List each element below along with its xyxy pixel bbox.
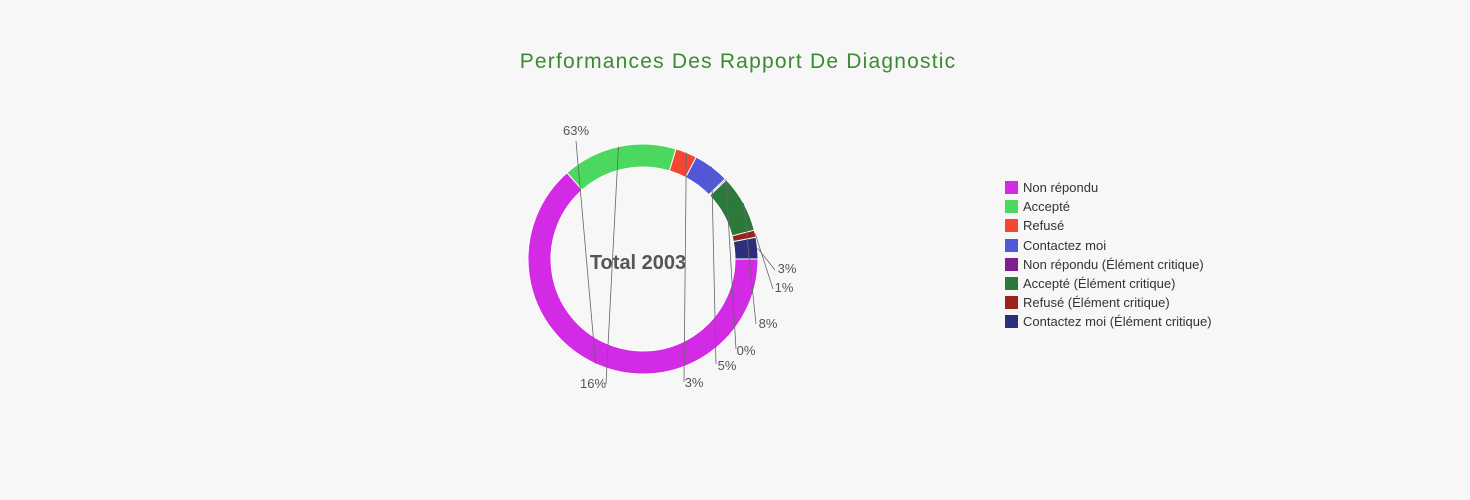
slice-0[interactable] <box>527 171 759 375</box>
legend-item-3[interactable]: Contactez moi <box>1005 236 1212 255</box>
leader-line-5 <box>743 203 757 325</box>
legend-label-2: Refusé <box>1023 218 1065 234</box>
center-total-label: Total 2003 <box>590 252 686 274</box>
slice-label-4: 0% <box>737 343 756 358</box>
legend-item-5[interactable]: Accepté (Élément critique) <box>1005 274 1212 293</box>
legend-label-3: Contactez moi <box>1023 237 1107 253</box>
chart-title: Performances Des Rapport De Diagnostic <box>519 50 957 73</box>
legend-label-1: Accepté <box>1023 199 1070 215</box>
legend-swatch-5 <box>1005 277 1018 291</box>
slice-label-5: 8% <box>759 316 778 331</box>
legend-label-4: Non répondu (Élément critique) <box>1023 256 1204 272</box>
slice-7[interactable] <box>732 236 759 260</box>
leader-line-3 <box>711 166 717 365</box>
legend-label-0: Non répondu <box>1023 180 1099 196</box>
legend-item-0[interactable]: Non répondu <box>1005 178 1212 197</box>
slice-label-2: 3% <box>685 375 704 390</box>
slice-label-3: 5% <box>718 358 737 373</box>
leader-line-0 <box>575 140 597 364</box>
legend-item-1[interactable]: Accepté <box>1005 197 1212 216</box>
legend-swatch-0 <box>1005 181 1018 195</box>
slice-label-6: 1% <box>775 280 794 295</box>
legend-swatch-1 <box>1005 200 1018 214</box>
leader-line-7 <box>757 247 776 271</box>
leader-line-4 <box>725 179 737 350</box>
legend-swatch-7 <box>1005 315 1018 329</box>
legend-label-5: Accepté (Élément critique) <box>1023 276 1176 292</box>
leader-line-1 <box>605 146 619 385</box>
legend-item-6[interactable]: Refusé (Élément critique) <box>1005 293 1212 312</box>
legend-swatch-3 <box>1005 238 1018 252</box>
legend-item-7[interactable]: Contactez moi (Élément critique) <box>1005 312 1212 331</box>
legend-item-4[interactable]: Non répondu (Élément critique) <box>1005 255 1212 274</box>
legend-label-7: Contactez moi (Élément critique) <box>1023 314 1212 330</box>
leader-line-6 <box>754 233 774 290</box>
slice-label-0: 63% <box>563 123 589 138</box>
legend-swatch-4 <box>1005 257 1018 271</box>
legend-item-2[interactable]: Refusé <box>1005 216 1212 235</box>
legend-label-6: Refusé (Élément critique) <box>1023 295 1170 311</box>
legend-swatch-6 <box>1005 296 1018 310</box>
slice-label-7: 3% <box>778 261 797 276</box>
slice-1[interactable] <box>566 143 677 191</box>
leader-line-2 <box>683 152 687 383</box>
legend-swatch-2 <box>1005 219 1018 233</box>
slice-label-1: 16% <box>580 376 606 391</box>
legend: Non répondu Accepté Refusé Contactez moi Non… <box>1005 178 1212 332</box>
